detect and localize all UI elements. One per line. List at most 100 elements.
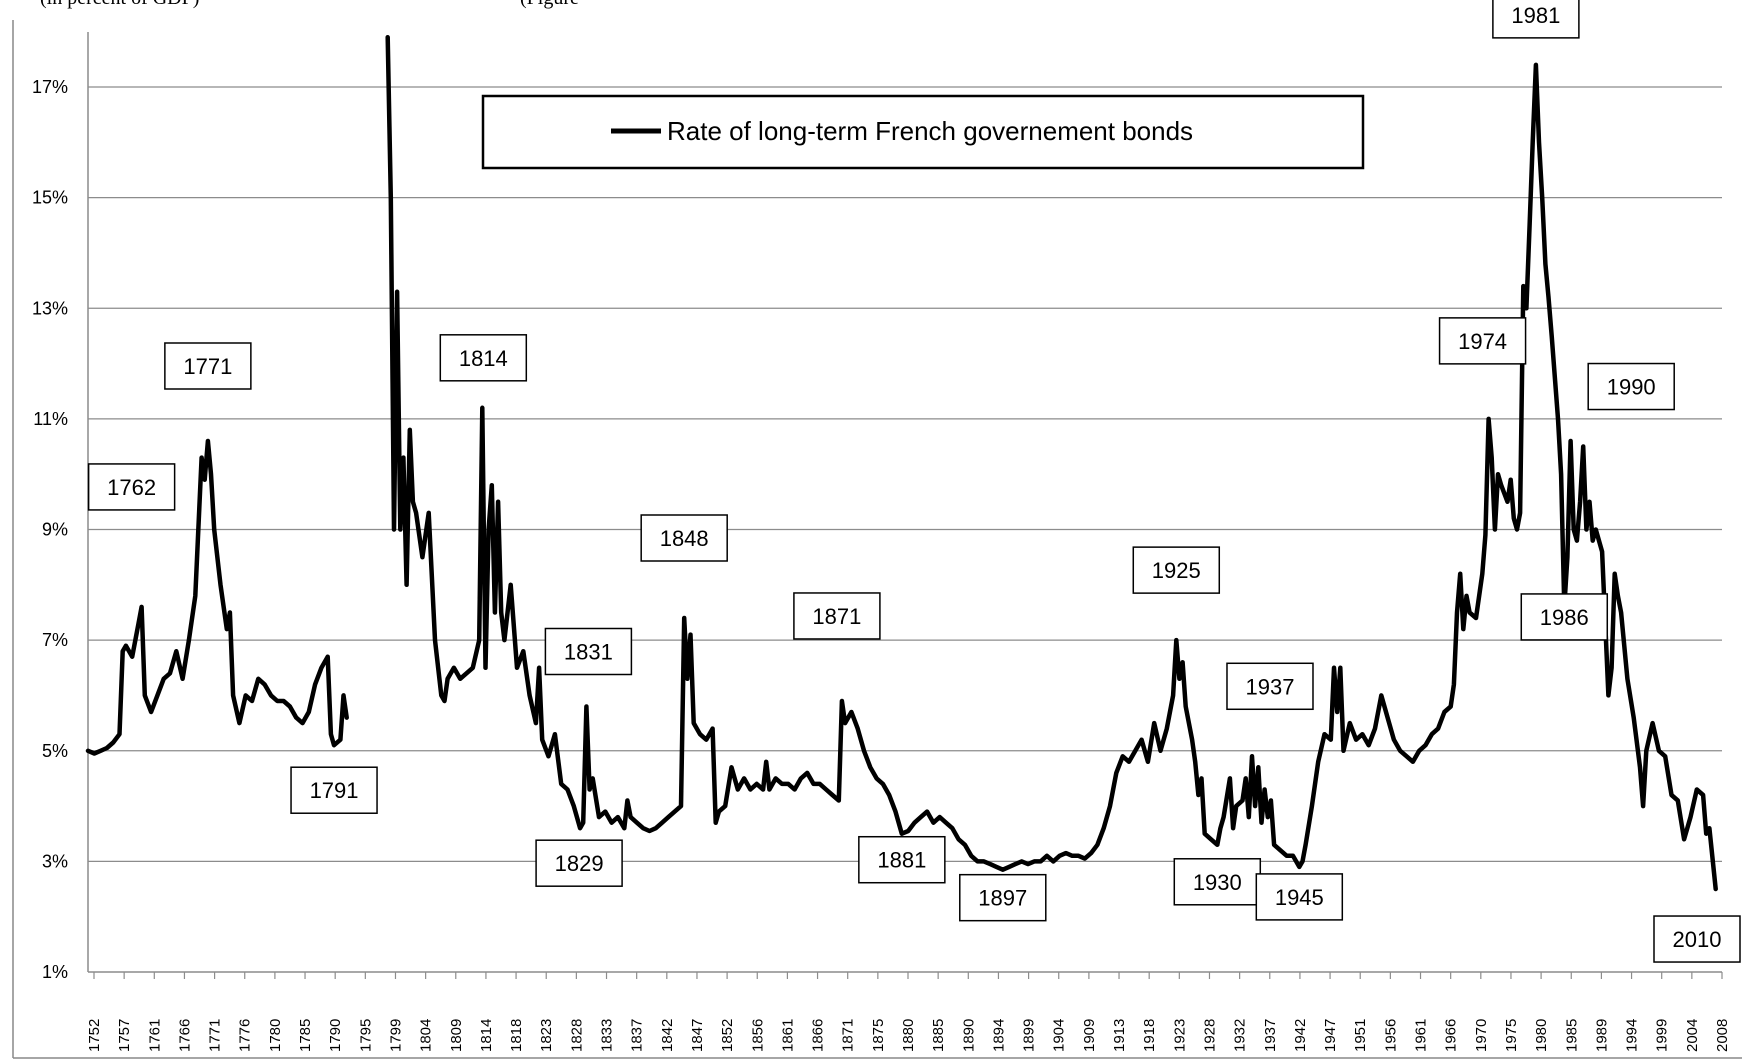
x-tick-label: 1989	[1593, 1019, 1610, 1052]
annotation-label: 1974	[1458, 329, 1507, 354]
x-tick-label: 1875	[870, 1019, 887, 1052]
x-tick-label: 1961	[1413, 1019, 1430, 1052]
x-tick-label: 1766	[176, 1019, 193, 1052]
x-tick-label: 1757	[116, 1019, 133, 1052]
x-tick-label: 1799	[387, 1019, 404, 1052]
annotation-label: 1848	[660, 526, 709, 551]
legend-label: Rate of long-term French governement bon…	[667, 116, 1193, 146]
x-tick-label: 1909	[1081, 1019, 1098, 1052]
series-line	[85, 438, 349, 756]
x-tick-label: 1880	[900, 1019, 917, 1052]
x-tick-label: 1776	[237, 1019, 254, 1052]
annotation-label: 1762	[107, 475, 156, 500]
annotation-box	[290, 766, 378, 814]
x-tick-label: 1937	[1262, 1019, 1279, 1052]
x-tick-label: 1928	[1201, 1019, 1218, 1052]
annotation-box	[1587, 362, 1675, 411]
annotation-label: 1925	[1152, 558, 1201, 583]
x-tick-label: 1809	[448, 1019, 465, 1052]
annotation-box	[544, 627, 633, 676]
x-tick-label: 1814	[478, 1019, 495, 1052]
x-tick-label: 1985	[1563, 1019, 1580, 1052]
y-tick-label: 5%	[42, 741, 68, 761]
annotation-label: 1937	[1246, 674, 1295, 699]
x-tick-label: 1951	[1352, 1019, 1369, 1052]
x-tick-label: 1999	[1654, 1019, 1671, 1052]
annotation-box	[1132, 546, 1221, 594]
x-tick-label: 1866	[810, 1019, 827, 1052]
year-annotations: 1762 1771 1791 1814 1829 1831 1848 1871 1881 1897…	[87, 0, 1741, 963]
annotation-box	[1255, 873, 1344, 921]
annotation-box	[1492, 0, 1580, 39]
series-line	[385, 34, 1718, 892]
annotation-box	[1438, 317, 1527, 365]
annotation-label: 1897	[978, 886, 1027, 911]
x-tick-label: 1823	[538, 1019, 555, 1052]
x-tick-label: 1780	[267, 1019, 284, 1052]
y-axis-tick-labels: 1% 3% 5% 7% 9% 11% 13% 15% 17%	[32, 77, 68, 982]
x-tick-label: 1918	[1141, 1019, 1158, 1052]
x-tick-label: 1970	[1473, 1019, 1490, 1052]
x-tick-label: 1894	[990, 1019, 1007, 1052]
x-tick-label: 2004	[1684, 1019, 1701, 1052]
x-tick-label: 1899	[1021, 1019, 1038, 1052]
annotation-box	[535, 839, 623, 887]
x-tick-label: 1885	[930, 1019, 947, 1052]
annotation-label: 1881	[877, 848, 926, 873]
x-tick-label: 1790	[327, 1019, 344, 1052]
y-tick-label: 9%	[42, 520, 68, 540]
y-tick-label: 11%	[33, 409, 68, 429]
y-tick-label: 15%	[32, 188, 68, 208]
annotation-box	[858, 835, 946, 884]
x-tick-label: 1923	[1171, 1019, 1188, 1052]
annotation-box	[164, 342, 252, 390]
x-tick-label: 1795	[357, 1019, 374, 1052]
header-fragment-left: (in percent of GDP)	[40, 0, 199, 9]
x-tick-label: 1856	[749, 1019, 766, 1052]
annotation-label: 2010	[1673, 927, 1722, 952]
y-tick-label: 13%	[32, 298, 68, 318]
x-tick-label: 1761	[146, 1019, 163, 1052]
x-tick-label: 1871	[840, 1019, 857, 1052]
x-tick-label: 1994	[1624, 1019, 1641, 1052]
annotation-label: 1814	[459, 346, 508, 371]
annotation-label: 1990	[1607, 375, 1656, 400]
x-tick-label: 1966	[1443, 1019, 1460, 1052]
x-tick-label: 1975	[1503, 1019, 1520, 1052]
x-tick-label: 1890	[960, 1019, 977, 1052]
annotation-box	[439, 334, 528, 382]
x-tick-label: 1852	[719, 1019, 736, 1052]
annotation-label: 1831	[564, 640, 613, 665]
x-tick-label: 1785	[297, 1019, 314, 1052]
y-tick-label: 17%	[32, 77, 68, 97]
annotation-box	[1226, 662, 1314, 711]
annotation-label: 1981	[1511, 3, 1560, 28]
y-tick-label: 3%	[42, 851, 68, 871]
series-lines	[85, 34, 1718, 892]
annotation-label: 1986	[1540, 605, 1589, 630]
x-tick-label: 1771	[207, 1019, 224, 1052]
x-tick-label: 1833	[599, 1019, 616, 1052]
x-axis-tick-labels: 1752 1757 1761 1766 1771 1776 1780 1785 1790 1795…	[86, 1019, 1731, 1052]
x-tick-label: 1847	[689, 1019, 706, 1052]
x-tick-label: 1980	[1533, 1019, 1550, 1052]
x-tick-label: 1932	[1232, 1019, 1249, 1052]
x-tick-label: 1842	[659, 1019, 676, 1052]
gridlines	[88, 86, 1722, 863]
x-tick-label: 1956	[1382, 1019, 1399, 1052]
legend: Rate of long-term French governement bon…	[481, 94, 1365, 170]
annotation-box	[959, 873, 1047, 922]
x-tick-label: 1861	[779, 1019, 796, 1052]
x-tick-label: 1942	[1292, 1019, 1309, 1052]
annotation-label: 1791	[310, 778, 359, 803]
x-tick-label: 1947	[1322, 1019, 1339, 1052]
x-tick-label: 1837	[629, 1019, 646, 1052]
y-tick-label: 1%	[42, 962, 68, 982]
annotation-label: 1945	[1275, 885, 1324, 910]
annotation-box	[793, 592, 881, 640]
x-tick-label: 2008	[1714, 1019, 1731, 1052]
x-tick-label: 1904	[1051, 1019, 1068, 1052]
x-tick-label: 1818	[508, 1019, 525, 1052]
annotation-box	[640, 514, 728, 562]
